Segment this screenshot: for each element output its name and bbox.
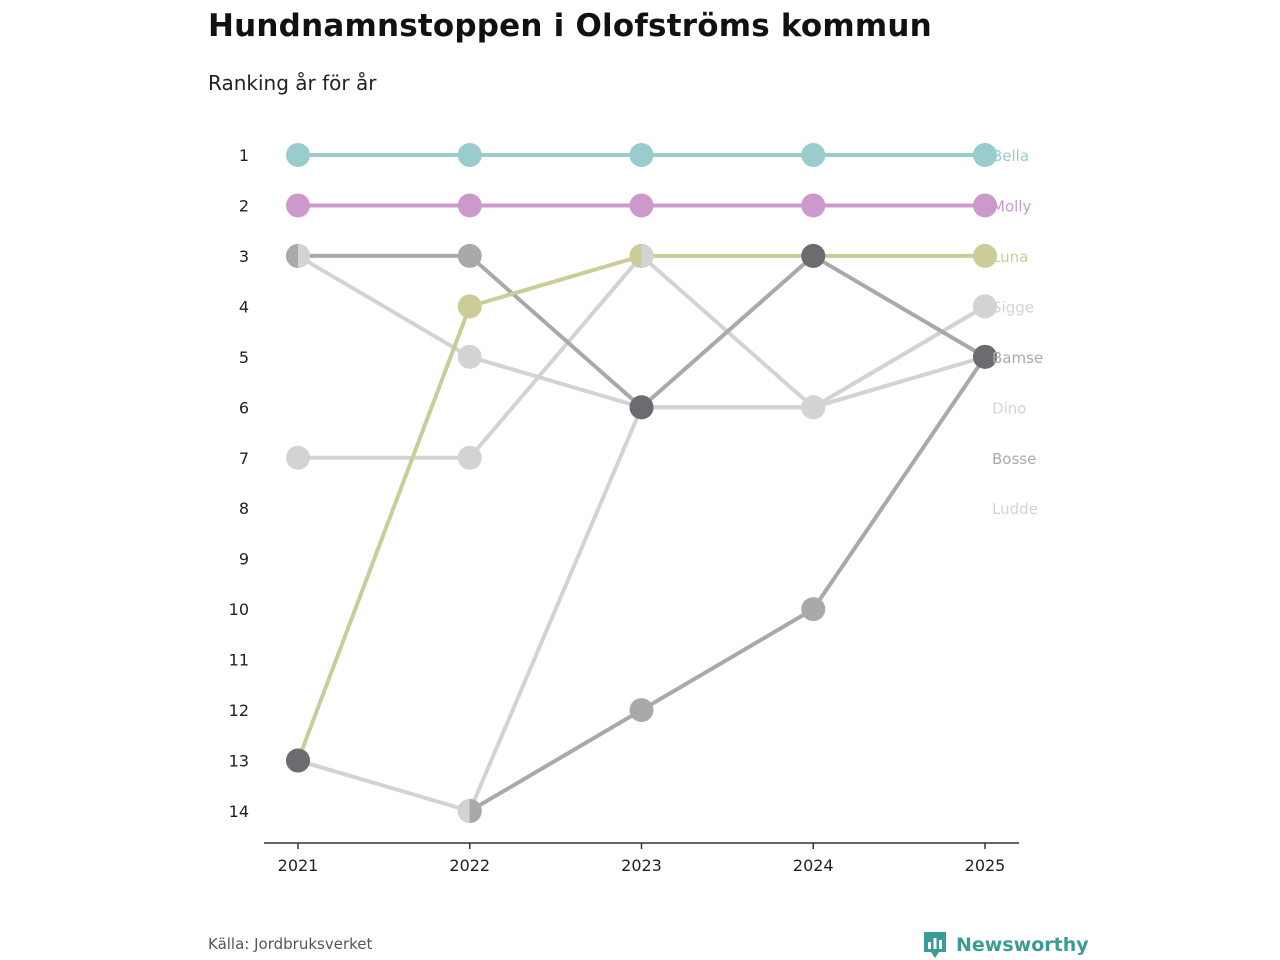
end-label-bosse: Bosse [992, 450, 1036, 468]
shared-point-left-half[interactable] [457, 799, 470, 823]
point-bosse[interactable] [629, 698, 654, 723]
highlight-point[interactable] [286, 748, 310, 773]
y-tick-label: 5 [239, 348, 249, 367]
point-molly[interactable] [973, 193, 997, 218]
end-label-dino: Dino [992, 399, 1026, 417]
point-molly[interactable] [801, 193, 826, 218]
y-tick-label: 4 [239, 297, 249, 316]
shared-point-left-half[interactable] [629, 243, 642, 268]
point-bella[interactable] [629, 143, 654, 167]
y-tick-label: 9 [239, 550, 249, 569]
point-bella[interactable] [801, 143, 826, 167]
series-points [286, 143, 997, 823]
y-tick-label: 10 [229, 600, 249, 619]
newsworthy-logo-icon [924, 932, 946, 958]
y-tick-label: 8 [239, 499, 249, 518]
source-note: Källa: Jordbruksverket [208, 935, 373, 953]
y-tick-label: 2 [239, 196, 249, 215]
end-label-bella: Bella [992, 147, 1029, 165]
line-dino[interactable] [298, 253, 986, 460]
highlight-point[interactable] [801, 243, 826, 268]
brand-name: Newsworthy [956, 934, 1089, 956]
end-labels: Bella Molly Luna Sigge Bamse Dino Bosse Ludde [992, 147, 1043, 518]
end-label-ludde: Ludde [992, 500, 1038, 518]
shared-point-right-half[interactable] [298, 243, 310, 268]
point-bella[interactable] [973, 143, 997, 167]
point-bella[interactable] [457, 143, 482, 167]
y-tick-label: 1 [239, 146, 249, 165]
x-tick-label: 2022 [449, 856, 490, 875]
brand-logo[interactable]: Newsworthy [922, 930, 1089, 960]
x-tick-label: 2024 [793, 856, 834, 875]
shared-point-right-half[interactable] [469, 799, 482, 823]
point-luna[interactable] [973, 243, 997, 268]
point-bella[interactable] [286, 143, 310, 167]
y-tick-label: 7 [239, 449, 249, 468]
x-tick-label: 2023 [621, 856, 662, 875]
point-molly[interactable] [286, 193, 310, 218]
chart-subtitle: Ranking år för år [208, 71, 377, 95]
y-tick-label: 13 [229, 752, 249, 771]
highlight-point[interactable] [629, 395, 654, 420]
x-tick-label: 2021 [278, 856, 319, 875]
chart-title: Hundnamnstoppen i Olofströms kommun [208, 8, 932, 44]
point-sigge[interactable] [801, 395, 826, 420]
y-tick-label: 3 [239, 247, 249, 266]
y-tick-label: 14 [229, 802, 249, 821]
line-ludde[interactable] [296, 254, 987, 410]
point-bamse[interactable] [457, 243, 482, 268]
point-molly[interactable] [457, 193, 482, 218]
line-sigge[interactable] [297, 304, 987, 813]
end-label-luna: Luna [992, 248, 1028, 266]
point-bosse[interactable] [801, 597, 826, 622]
line-bamse[interactable] [298, 253, 987, 410]
point-sigge[interactable] [973, 294, 997, 319]
point-molly[interactable] [629, 193, 654, 218]
point-luna[interactable] [457, 294, 482, 319]
point-dino[interactable] [286, 445, 310, 470]
point-dino[interactable] [457, 445, 482, 470]
end-label-bamse: Bamse [992, 349, 1043, 367]
y-tick-label: 6 [239, 398, 249, 417]
point-ludde[interactable] [457, 344, 482, 369]
shared-point-right-half[interactable] [641, 243, 654, 268]
shared-point-left-half[interactable] [286, 243, 298, 268]
x-axis: 2021 2022 2023 2024 2025 [264, 842, 1019, 875]
y-tick-label: 12 [229, 701, 249, 720]
end-label-molly: Molly [992, 197, 1031, 215]
y-tick-label: 11 [229, 651, 249, 670]
highlight-point[interactable] [973, 344, 997, 369]
x-tick-label: 2025 [965, 856, 1006, 875]
end-label-sigge: Sigge [992, 298, 1034, 316]
line-bosse[interactable] [468, 355, 987, 813]
